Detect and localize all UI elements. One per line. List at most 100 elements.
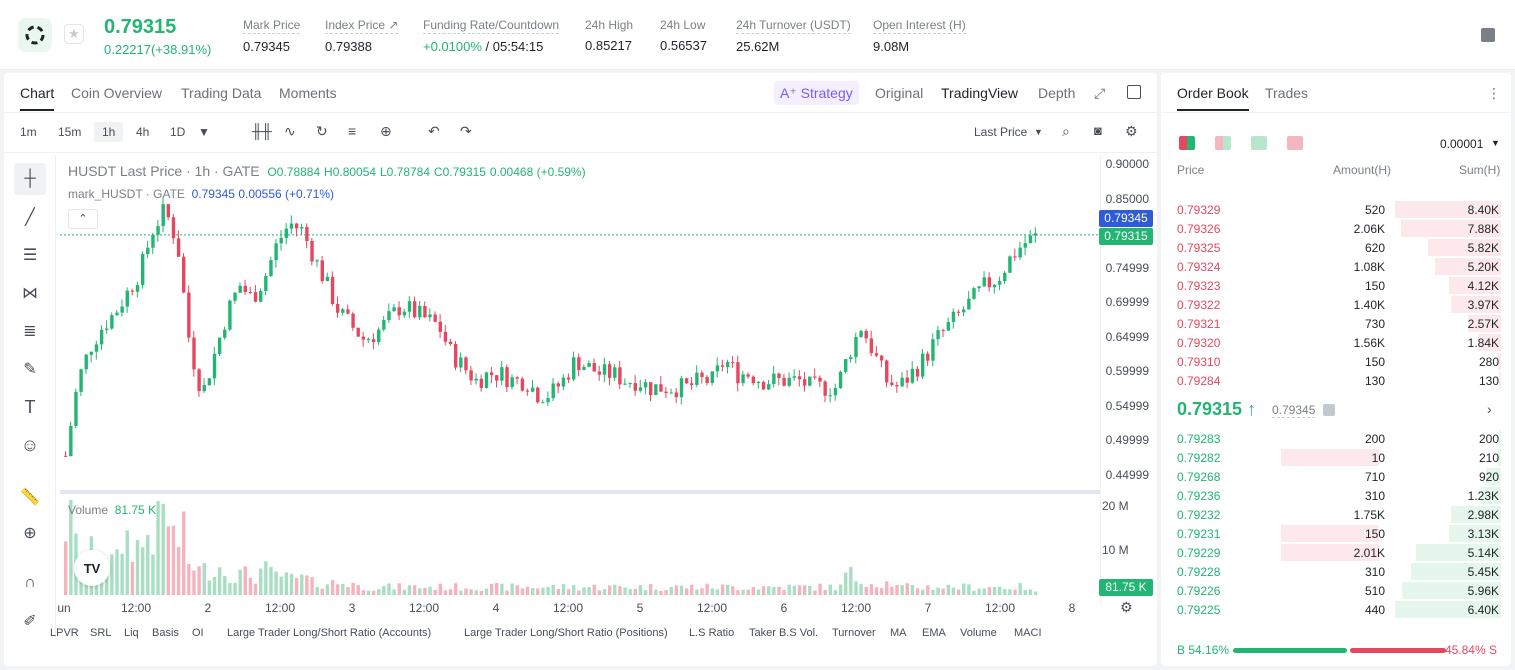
timeframe-15m[interactable]: 15m [58,125,82,139]
stat-index-price[interactable]: Index Price ↗ 0.79388 [325,18,399,54]
redo-icon[interactable]: ↷ [460,123,472,139]
expand-icon[interactable]: ⤢ [1094,85,1106,101]
precision-select[interactable]: 0.00001 [1440,137,1484,151]
collapse-legend-button[interactable]: ⌃ [68,209,98,229]
ask-row[interactable]: 0.79324 1.08K 5.20K [1161,257,1511,276]
view-tradingview[interactable]: TradingView [941,85,1019,101]
chevron-right-icon[interactable]: › [1487,401,1492,417]
settings-icon[interactable]: ⚙ [1120,599,1133,615]
view-split-icon[interactable] [1215,136,1231,150]
view-depth[interactable]: Depth [1038,85,1076,101]
tab-moments[interactable]: Moments [279,85,337,101]
indicator-5[interactable]: Large Trader Long/Short Ratio (Accounts) [227,627,432,639]
volume-bar [264,561,268,595]
chevron-down-icon[interactable]: ▼ [198,125,210,139]
trend-line-icon[interactable]: ╱ [25,209,35,226]
ask-row[interactable]: 0.79323 150 4.12K [1161,276,1511,295]
indicator-13[interactable]: MACI [1014,627,1042,639]
template-icon[interactable]: ≡ [348,123,357,139]
ask-row[interactable]: 0.79284 130 130 [1161,371,1511,390]
timeframe-1m[interactable]: 1m [20,125,37,139]
bid-row[interactable]: 0.79283 200 200 [1161,429,1511,448]
indicators-icon[interactable]: ∿ [284,123,296,139]
undo-icon[interactable]: ↶ [428,123,440,139]
more-icon[interactable]: ⋮ [1487,85,1501,101]
pattern-icon[interactable]: ⋈ [22,285,38,302]
indicator-0[interactable]: LPVR [50,627,79,639]
volume-bar [885,581,889,595]
book-icon[interactable] [1481,28,1495,42]
indicator-4[interactable]: OI [192,627,204,639]
magnet-icon[interactable]: ∩ [24,574,36,591]
ask-row[interactable]: 0.79325 620 5.82K [1161,238,1511,257]
tab-order-book[interactable]: Order Book [1177,85,1249,111]
indicator-3[interactable]: Basis [152,627,179,639]
brush-icon[interactable]: ✎ [23,361,37,378]
lock-icon[interactable]: ✐ [23,613,37,630]
indicator-10[interactable]: MA [890,627,907,639]
replay-icon[interactable]: ↻ [316,123,328,139]
indicator-1[interactable]: SRL [90,627,112,639]
ask-row[interactable]: 0.79326 2.06K 7.88K [1161,219,1511,238]
price-axis-label: 0.74999 [1105,260,1149,275]
search-icon[interactable]: ⌕ [1062,123,1070,139]
volume-bar [315,586,319,595]
indicator-11[interactable]: EMA [922,627,946,639]
last-price-select[interactable]: Last Price [974,125,1028,139]
emoji-icon[interactable]: ☺ [20,434,40,455]
bid-row[interactable]: 0.79231 150 3.13K [1161,524,1511,543]
gear-icon[interactable]: ⚙ [1125,123,1138,139]
text-icon[interactable]: T [24,396,36,417]
chevron-down-icon[interactable]: ▼ [1034,127,1043,137]
view-bids-icon[interactable] [1251,136,1267,150]
view-asks-icon[interactable] [1287,136,1303,150]
ask-row[interactable]: 0.79322 1.40K 3.97K [1161,295,1511,314]
candle-type-icon[interactable]: ╫╫ [252,123,272,139]
horizontal-lines-icon[interactable]: ☰ [22,247,38,264]
indicator-12[interactable]: Volume [960,627,997,639]
ruler-icon[interactable]: 📏 [20,489,40,506]
bid-row[interactable]: 0.79236 310 1.23K [1161,486,1511,505]
chevron-down-icon[interactable]: ▼ [1491,138,1500,148]
candle [582,366,586,371]
indicator-8[interactable]: Taker B.S Vol. [749,627,819,639]
indicator-7[interactable]: L.S Ratio [689,627,735,639]
volume-bar [869,584,874,595]
timeframe-4h[interactable]: 4h [136,125,150,139]
tab-chart[interactable]: Chart [20,85,55,111]
crosshair-icon[interactable]: ┼ [14,163,46,195]
ask-row[interactable]: 0.79310 150 280 [1161,352,1511,371]
fib-icon[interactable]: ≣ [23,323,37,340]
volume-bar [751,587,756,595]
bid-row[interactable]: 0.79232 1.75K 2.98K [1161,505,1511,524]
indicator-9[interactable]: Turnover [832,627,876,639]
timeframe-1h[interactable]: 1h [94,122,124,142]
timeframe-1d[interactable]: 1D [170,125,186,139]
view-original[interactable]: Original [875,85,924,101]
add-alert-icon[interactable]: ⊕ [380,123,392,139]
camera-icon[interactable]: ◙ [1094,123,1102,138]
strategy-button[interactable]: A⁺ Strategy [774,81,859,105]
amount-cell: 620 [1364,241,1385,255]
zoom-in-icon[interactable]: ⊕ [23,525,37,542]
view-both-icon[interactable] [1179,136,1195,150]
indicator-2[interactable]: Liq [124,627,139,639]
candlestick-chart[interactable] [60,155,1100,605]
candle [500,367,504,381]
bid-row[interactable]: 0.79229 2.01K 5.14K [1161,543,1511,562]
bid-row[interactable]: 0.79226 510 5.96K [1161,581,1511,600]
tab-trading-data[interactable]: Trading Data [181,85,262,101]
bid-row[interactable]: 0.79268 710 920 [1161,467,1511,486]
ask-row[interactable]: 0.79329 520 8.40K [1161,200,1511,219]
bid-row[interactable]: 0.79225 440 6.40K [1161,600,1511,619]
window-icon[interactable] [1127,85,1141,99]
bid-row[interactable]: 0.79282 10 210 [1161,448,1511,467]
favorite-star-icon[interactable]: ★ [64,24,84,44]
time-axis-label: 12:00 [840,601,872,615]
bid-row[interactable]: 0.79228 310 5.45K [1161,562,1511,581]
indicator-6[interactable]: Large Trader Long/Short Ratio (Positions… [464,627,668,639]
tab-coin-overview[interactable]: Coin Overview [71,85,163,101]
ask-row[interactable]: 0.79321 730 2.57K [1161,314,1511,333]
tab-trades[interactable]: Trades [1265,85,1309,101]
ask-row[interactable]: 0.79320 1.56K 1.84K [1161,333,1511,352]
